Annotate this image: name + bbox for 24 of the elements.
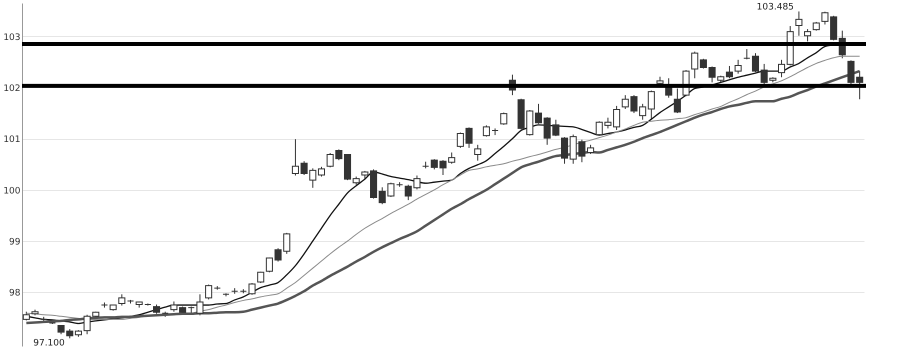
candlestick [674, 88, 681, 114]
candlestick [482, 124, 490, 138]
candlestick [734, 59, 742, 74]
y-tick-label: 99 [9, 238, 21, 248]
annotation: 97.100 [33, 338, 66, 348]
candlestick [205, 284, 212, 300]
candlestick [552, 119, 560, 137]
candlestick [196, 294, 204, 316]
candlestick [248, 282, 256, 296]
candlestick [153, 304, 160, 314]
candlestick [743, 48, 750, 60]
y-tick-label: 103 [3, 32, 20, 43]
y-tick-label: 102 [3, 84, 20, 94]
candlestick [326, 152, 334, 168]
candlestick [118, 294, 126, 306]
y-tick-label: 100 [3, 186, 21, 196]
candlestick [500, 112, 508, 126]
candlestick [648, 90, 655, 120]
y-tick-label: 101 [3, 135, 20, 146]
annotation: 103.485 [756, 2, 794, 12]
candlestick [474, 144, 482, 162]
candlestick [804, 28, 812, 42]
candlestick [795, 10, 802, 36]
y-tick-label: 98 [9, 288, 21, 299]
